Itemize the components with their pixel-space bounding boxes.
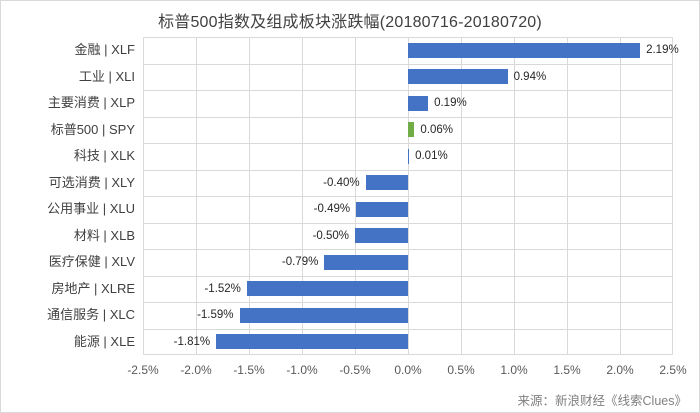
category-label-0: 金融 | XLF bbox=[74, 42, 135, 57]
horizontal-gridline bbox=[143, 249, 673, 250]
category-label-10: 通信服务 | XLC bbox=[47, 307, 135, 322]
horizontal-gridline bbox=[143, 276, 673, 277]
horizontal-gridline bbox=[143, 354, 673, 355]
plot-area: 2.19% 0.94% 0.19% 0.06% 0.01% -0.40% -0.49% -0.… bbox=[143, 37, 679, 355]
x-tick-label-6: 0.5% bbox=[447, 363, 475, 377]
data-label-3: 0.06% bbox=[420, 123, 453, 136]
horizontal-gridline bbox=[143, 302, 673, 303]
category-label-7: 材料 | XLB bbox=[73, 227, 135, 243]
x-tick-label-2: -1.5% bbox=[233, 363, 265, 377]
y-axis-category-labels: 金融 | XLF 工业 | XLI 主要消费 | XLP 标普500 | SPY 科技 … bbox=[1, 37, 135, 355]
data-label-0: 2.19% bbox=[646, 44, 679, 56]
x-tick-label-4: -0.5% bbox=[339, 363, 371, 377]
data-label-9: -1.52% bbox=[204, 282, 241, 295]
horizontal-gridline bbox=[143, 117, 673, 118]
category-label-8: 医疗保健 | XLV bbox=[48, 254, 135, 269]
horizontal-gridline bbox=[143, 143, 673, 144]
horizontal-gridline bbox=[143, 90, 673, 91]
category-label-2: 主要消费 | XLP bbox=[47, 95, 135, 110]
bar-0 bbox=[408, 42, 641, 58]
horizontal-gridline bbox=[143, 196, 673, 197]
x-tick-label-5: 0.0% bbox=[394, 363, 422, 377]
x-tick-label-9: 2.0% bbox=[606, 363, 634, 377]
source-caption: 来源：新浪财经《线索Clues》 bbox=[517, 394, 687, 408]
bar-5 bbox=[365, 175, 408, 191]
x-axis-tick-labels: -2.5% -2.0% -1.5% -1.0% -0.5% 0.0% 0.5% 1.0% 1.5… bbox=[127, 363, 686, 379]
x-tick-label-0: -2.5% bbox=[127, 363, 159, 377]
category-label-4: 科技 | XLK bbox=[73, 148, 135, 163]
x-tick-label-8: 1.5% bbox=[553, 363, 581, 377]
data-label-7: -0.50% bbox=[312, 229, 349, 242]
horizontal-gridline bbox=[143, 170, 673, 171]
bar-11 bbox=[216, 334, 408, 350]
category-label-3: 标普500 | SPY bbox=[50, 121, 135, 137]
bar-9 bbox=[246, 281, 408, 297]
data-label-2: 0.19% bbox=[434, 97, 467, 109]
x-tick-label-10: 2.5% bbox=[659, 363, 687, 377]
bar-7 bbox=[355, 228, 408, 244]
category-label-1: 工业 | XLI bbox=[78, 68, 135, 84]
x-tick-label-3: -1.0% bbox=[286, 363, 318, 377]
data-label-10: -1.59% bbox=[197, 309, 234, 321]
data-label-8: -0.79% bbox=[281, 256, 319, 268]
category-label-9: 房地产 | XLRE bbox=[51, 280, 135, 296]
x-tick-label-7: 1.0% bbox=[500, 363, 528, 377]
data-label-5: -0.40% bbox=[323, 176, 360, 189]
data-label-6: -0.49% bbox=[313, 203, 351, 215]
x-tick-label-1: -2.0% bbox=[180, 363, 212, 377]
category-label-11: 能源 | XLE bbox=[73, 333, 135, 349]
bar-6 bbox=[356, 201, 408, 217]
horizontal-gridline bbox=[143, 64, 673, 65]
bar-3 bbox=[408, 122, 415, 138]
data-label-1: 0.94% bbox=[513, 70, 547, 83]
category-label-5: 可选消费 | XLY bbox=[48, 174, 135, 190]
chart-title: 标普500指数及组成板块涨跌幅(20180716-20180720) bbox=[158, 14, 542, 31]
horizontal-gridline bbox=[143, 37, 673, 38]
data-label-4: 0.01% bbox=[415, 150, 448, 162]
horizontal-gridline bbox=[143, 223, 673, 224]
bar-2 bbox=[408, 95, 429, 111]
bar-1 bbox=[408, 69, 508, 85]
data-label-11: -1.81% bbox=[173, 335, 211, 348]
category-label-6: 公用事业 | XLU bbox=[47, 201, 135, 216]
bar-10 bbox=[239, 307, 408, 323]
bar-8 bbox=[324, 254, 408, 270]
bar-4 bbox=[408, 148, 410, 164]
horizontal-gridline bbox=[143, 329, 673, 330]
